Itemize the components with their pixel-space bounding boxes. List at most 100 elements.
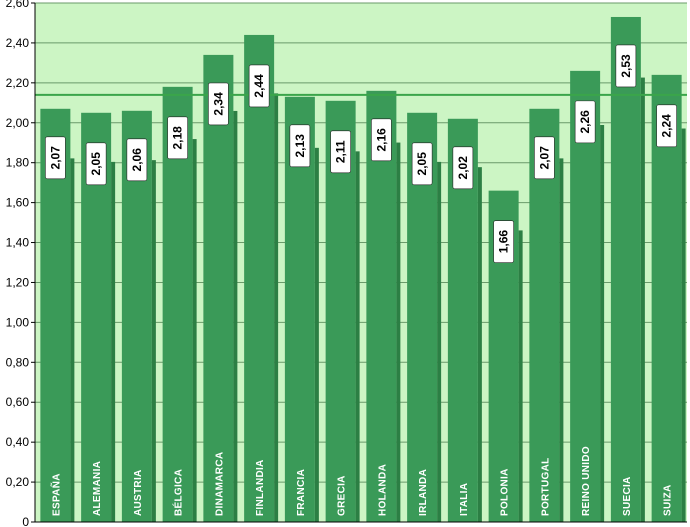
value-label-box: [411, 142, 433, 186]
bar-shadow: [70, 158, 75, 522]
y-axis: 0 0,20 0,40 0,60 0,80 1,00 1,20 1,40 1,60 1,80 2,0…: [6, 0, 687, 527]
bar: [203, 54, 234, 523]
value-label-text: 2,05: [415, 152, 429, 176]
category-label: SUECIA: [622, 476, 633, 516]
value-label-text: 2,11: [334, 140, 348, 163]
value-label: 2,07: [45, 136, 66, 180]
y-tick-label: 0,40: [6, 435, 30, 449]
bar-shadow: [355, 151, 360, 522]
value-label: 1,66: [493, 220, 514, 263]
y-tick-label: 0,20: [6, 475, 30, 489]
value-label-box: [248, 64, 270, 108]
value-label-text: 2,26: [578, 110, 592, 134]
bar: [610, 16, 641, 522]
y-tick-label: 0,80: [6, 355, 30, 369]
bar-group: [651, 74, 686, 522]
y-tick-label: 1,60: [6, 196, 30, 210]
value-label-text: 2,13: [293, 134, 307, 158]
value-label-text: 2,16: [374, 128, 388, 152]
value-label: 2,44: [248, 64, 270, 108]
value-label: 2,26: [574, 100, 596, 144]
y-tick-label: 0: [22, 515, 29, 527]
bar-shadow: [396, 142, 401, 522]
category-label: POLONIA: [500, 468, 511, 516]
value-label: 2,18: [167, 116, 188, 160]
y-tick-label: 0,60: [6, 395, 30, 409]
y-tick-label: 2,40: [6, 36, 30, 50]
bar-shadow: [111, 161, 116, 522]
y-tick-label: 1,40: [6, 236, 30, 250]
value-label-text: 2,05: [89, 152, 103, 176]
bar-group: [284, 96, 319, 523]
value-label-box: [330, 130, 351, 174]
category-label: ALEMANIA: [92, 461, 103, 516]
bar-group: [162, 86, 197, 522]
bar-shadow: [192, 139, 197, 522]
category-label: FRANCIA: [296, 469, 307, 516]
value-label-text: 2,07: [537, 146, 551, 170]
value-label-box: [574, 100, 596, 144]
bar-shadow: [274, 93, 279, 522]
value-label-text: 2,07: [48, 146, 62, 170]
value-label-text: 2,02: [456, 156, 470, 180]
category-labels: ESPAÑA ALEMANIA AUSTRIA BÉLGICA DINAMARCA FIN…: [49, 446, 673, 516]
value-label: 2,24: [656, 104, 677, 148]
y-tick-label: 1,80: [6, 156, 30, 170]
bar-group: [366, 90, 401, 522]
value-label: 2,05: [411, 142, 433, 186]
value-label-box: [656, 104, 677, 148]
category-label: GRECIA: [337, 475, 348, 516]
value-label-box: [371, 118, 392, 162]
y-tick-label: 2,60: [6, 0, 30, 10]
value-label: 2,13: [289, 124, 311, 168]
bar-group: [610, 16, 645, 523]
bar: [284, 96, 315, 523]
value-label: 2,05: [85, 142, 107, 186]
value-label-box: [208, 82, 229, 126]
y-tick-label: 1,20: [6, 275, 30, 289]
category-label: FINLANDIA: [255, 459, 266, 516]
bar-shadow: [518, 230, 523, 522]
value-label-box: [289, 124, 311, 168]
value-label-box: [534, 136, 555, 180]
value-labels: 2,07 2,05 2,06 2,18 2,34 2,44 2,13 2,11 2,16 2,05…: [45, 44, 677, 263]
bar-group: [570, 70, 605, 523]
category-label: BÉLGICA: [172, 469, 185, 516]
value-label: 2,02: [452, 146, 474, 190]
value-label-box: [45, 136, 66, 180]
category-label: IRLANDA: [418, 469, 429, 516]
value-label-box: [615, 44, 637, 88]
category-label: ESPAÑA: [49, 473, 62, 516]
bar-group: [244, 34, 279, 522]
value-label-text: 1,66: [497, 230, 511, 254]
value-label: 2,53: [615, 44, 637, 88]
y-tick-label: 1,00: [6, 315, 30, 329]
category-label: ITALIA: [459, 483, 470, 516]
bar: [162, 86, 193, 522]
value-label-box: [452, 146, 474, 190]
y-tick-label: 2,20: [6, 76, 30, 90]
value-label-box: [85, 142, 107, 186]
bar: [570, 70, 601, 522]
value-label-text: 2,44: [252, 74, 266, 98]
bar-shadow: [559, 158, 564, 522]
value-label-text: 2,24: [660, 114, 674, 138]
bar-shadow: [437, 161, 442, 522]
value-label-text: 2,53: [619, 54, 633, 78]
category-label: PORTUGAL: [540, 457, 551, 516]
value-label-text: 2,18: [171, 126, 185, 150]
bar-shadow: [151, 160, 156, 522]
value-label-text: 2,06: [130, 148, 144, 172]
category-label: SUIZA: [663, 485, 674, 517]
category-label: HOLANDA: [377, 464, 388, 516]
bar: [366, 90, 397, 522]
value-label: 2,06: [126, 138, 148, 182]
value-label-box: [167, 116, 188, 160]
bar-group: [203, 54, 238, 523]
value-label-text: 2,34: [211, 92, 225, 116]
bar: [244, 34, 275, 522]
bar-shadow: [314, 147, 319, 522]
category-label: REINO UNIDO: [581, 446, 592, 516]
bar-shadow: [233, 110, 238, 523]
